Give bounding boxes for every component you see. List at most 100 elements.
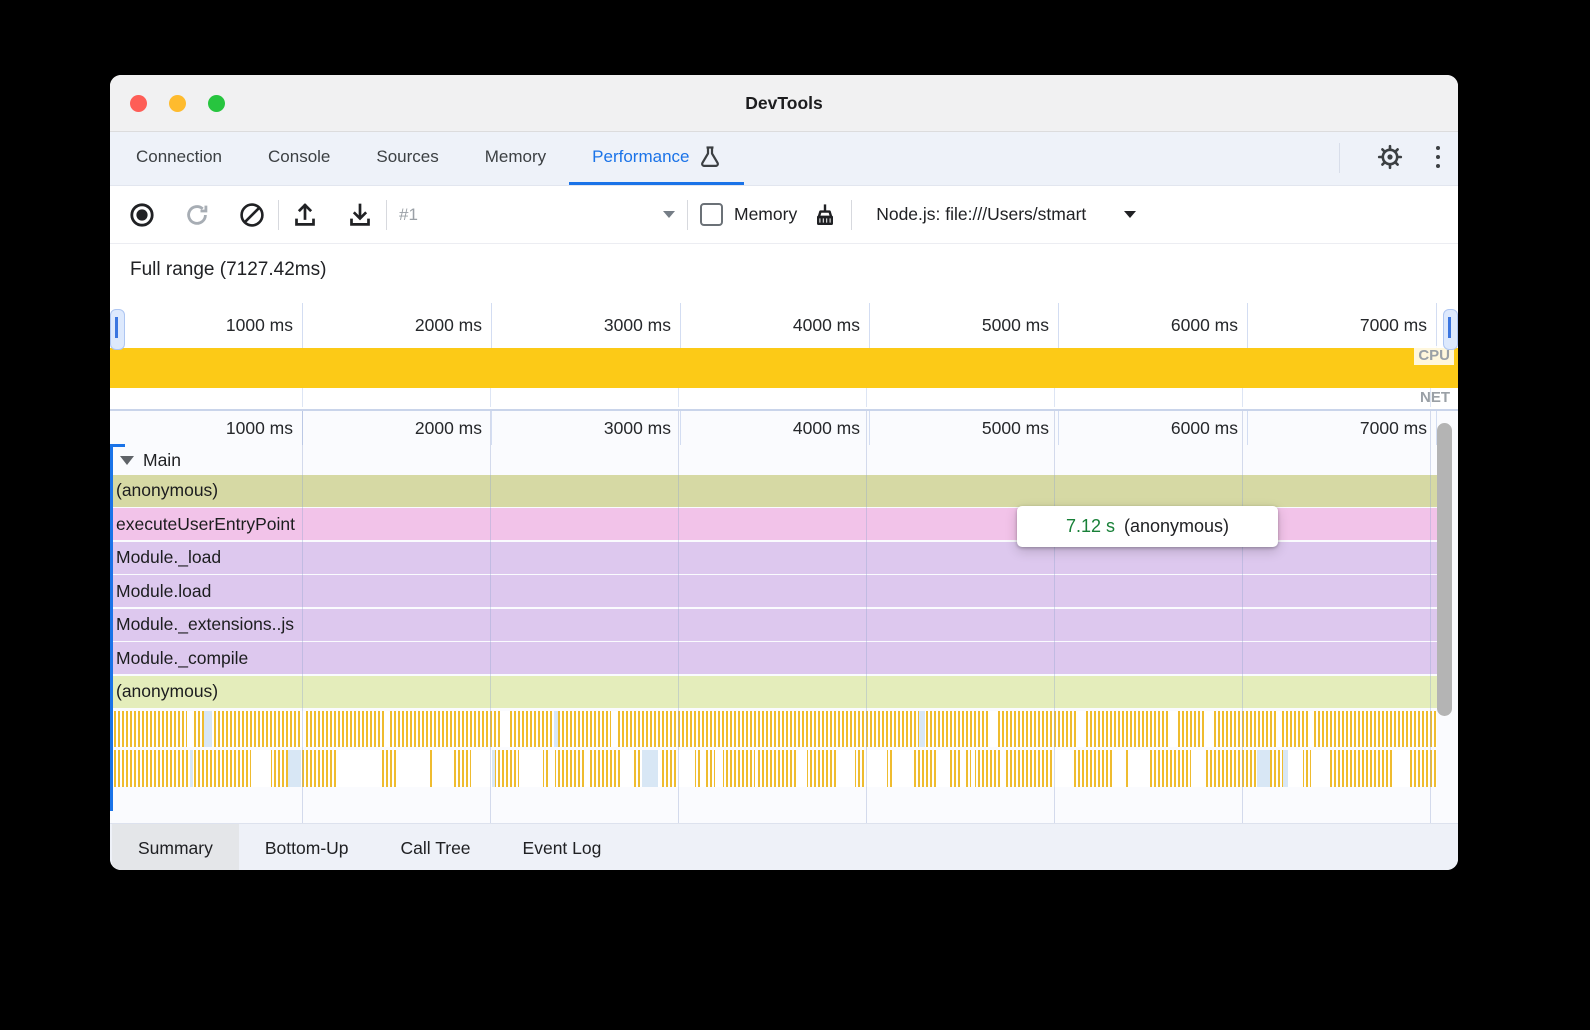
activity-gap <box>919 711 925 747</box>
activity-gap <box>520 750 525 787</box>
flame-row[interactable]: (anonymous) <box>110 475 1437 507</box>
activity-gap <box>1139 750 1150 787</box>
activity-gap <box>204 711 212 747</box>
net-gridline <box>1054 388 1055 407</box>
ruler-tick-label: 1000 ms <box>225 417 293 438</box>
cpu-track-label: CPU <box>1414 346 1454 365</box>
activity-gap <box>961 750 966 787</box>
ruler-tick-label: 5000 ms <box>981 417 1049 438</box>
activity-gap <box>1077 711 1086 747</box>
flame-row[interactable]: (anonymous) <box>110 675 1437 708</box>
toolbar-divider <box>851 199 853 230</box>
tab-performance[interactable]: Performance <box>569 132 744 185</box>
vertical-scrollbar[interactable] <box>1437 423 1452 716</box>
activity-gap <box>642 750 658 787</box>
activity-gap <box>1130 750 1141 787</box>
activity-gap <box>407 750 417 787</box>
flame-chart[interactable]: 1000 ms 2000 ms 3000 ms 4000 ms 5000 ms 6000 … <box>110 411 1458 823</box>
flame-row-label: Module._compile <box>116 647 249 668</box>
track-group-label: Main <box>143 449 181 470</box>
tab-memory[interactable]: Memory <box>462 132 569 185</box>
tooltip-function-name: (anonymous) <box>1124 516 1230 536</box>
performance-toolbar: #1 Memory Node.js: file:///Users/stmart <box>110 186 1458 244</box>
range-left-handle[interactable] <box>110 309 125 350</box>
activity-gap <box>1054 750 1072 787</box>
ruler-segment: 4000 ms <box>681 303 870 348</box>
ruler-segment: 6000 ms <box>1059 303 1248 348</box>
net-gridline <box>678 388 679 407</box>
tab-connection[interactable]: Connection <box>113 132 245 185</box>
activity-gap <box>384 711 388 747</box>
flame-gridline <box>678 411 679 823</box>
ruler-segment: 2000 ms <box>303 411 492 445</box>
activity-gap <box>715 750 723 787</box>
toolbar-divider <box>687 199 688 230</box>
detail-tab-bottom-up[interactable]: Bottom-Up <box>264 837 349 858</box>
detail-tab-event-log[interactable]: Event Log <box>522 837 602 858</box>
tab-sources[interactable]: Sources <box>353 132 461 185</box>
toolbar-divider <box>386 199 387 230</box>
activity-gap <box>288 750 301 787</box>
activity-gap <box>448 750 452 787</box>
devtools-window: DevTools Connection Console Sources Memory P… <box>110 75 1458 870</box>
activity-gap <box>502 711 509 747</box>
activity-gap <box>301 711 304 747</box>
activity-gap <box>548 750 555 787</box>
activity-gap <box>894 750 906 787</box>
activity-gap <box>797 750 807 787</box>
activity-gap <box>755 750 758 787</box>
flame-row[interactable]: Module._extensions..js <box>110 608 1437 641</box>
tab-label: Performance <box>592 147 690 166</box>
memory-checkbox-label: Memory <box>734 204 798 224</box>
target-select[interactable]: Node.js: file:///Users/stmart <box>876 204 1137 225</box>
activity-gap <box>187 711 193 747</box>
range-right-handle[interactable] <box>1443 309 1458 350</box>
ruler-segment: 3000 ms <box>492 411 681 445</box>
activity-gap <box>396 750 400 787</box>
clear-block-icon[interactable] <box>238 201 266 229</box>
ruler-segment: 1000 ms <box>114 411 303 445</box>
settings-gear-icon[interactable] <box>1376 143 1404 171</box>
flame-row[interactable]: Module._compile <box>110 642 1437 675</box>
activity-band-bottom <box>110 750 1437 787</box>
activity-gap <box>1288 750 1296 787</box>
activity-gap <box>1278 711 1281 747</box>
activity-gap <box>1311 750 1328 787</box>
memory-checkbox[interactable] <box>700 203 723 226</box>
more-options-menu-icon[interactable] <box>1430 142 1447 173</box>
ruler-segment: 7000 ms <box>1248 411 1437 445</box>
close-window-button[interactable] <box>130 94 147 112</box>
flask-icon <box>699 145 721 169</box>
flame-gridline <box>1054 411 1055 823</box>
detail-tab-summary[interactable]: Summary <box>112 824 239 870</box>
ruler-tick-label: 3000 ms <box>603 315 671 335</box>
upload-icon[interactable] <box>291 201 319 229</box>
traffic-lights <box>130 75 225 131</box>
flame-row-label: Module._extensions..js <box>116 614 295 635</box>
activity-gap <box>253 750 271 787</box>
activity-gap <box>432 750 440 787</box>
download-icon[interactable] <box>346 201 374 229</box>
tab-label: Console <box>268 147 331 166</box>
activity-gap <box>190 750 193 787</box>
record-icon[interactable] <box>128 201 156 229</box>
activity-gap <box>682 750 695 787</box>
ruler-tick-label: 4000 ms <box>792 315 860 335</box>
flame-row[interactable]: Module.load <box>110 575 1437 608</box>
flame-ruler: 1000 ms 2000 ms 3000 ms 4000 ms 5000 ms 6000 … <box>114 411 1458 445</box>
minimize-window-button[interactable] <box>169 94 186 112</box>
ruler-tick-label: 7000 ms <box>1359 417 1427 438</box>
activity-gap <box>971 750 975 787</box>
tab-console[interactable]: Console <box>245 132 353 185</box>
reload-icon[interactable] <box>183 201 211 229</box>
history-select[interactable]: #1 <box>399 205 675 225</box>
flame-row[interactable]: Module._load <box>110 541 1437 574</box>
activity-gap <box>620 750 632 787</box>
detail-tab-call-tree[interactable]: Call Tree <box>400 837 471 858</box>
track-group-main[interactable]: Main <box>110 445 181 475</box>
broom-icon[interactable] <box>811 201 839 229</box>
flame-row-label: (anonymous) <box>116 480 219 501</box>
fullscreen-window-button[interactable] <box>208 94 225 112</box>
timeline-overview[interactable]: Full range (7127.42ms) 1000 ms 2000 ms 300… <box>110 244 1458 411</box>
ruler-tick-label: 5000 ms <box>981 315 1049 335</box>
